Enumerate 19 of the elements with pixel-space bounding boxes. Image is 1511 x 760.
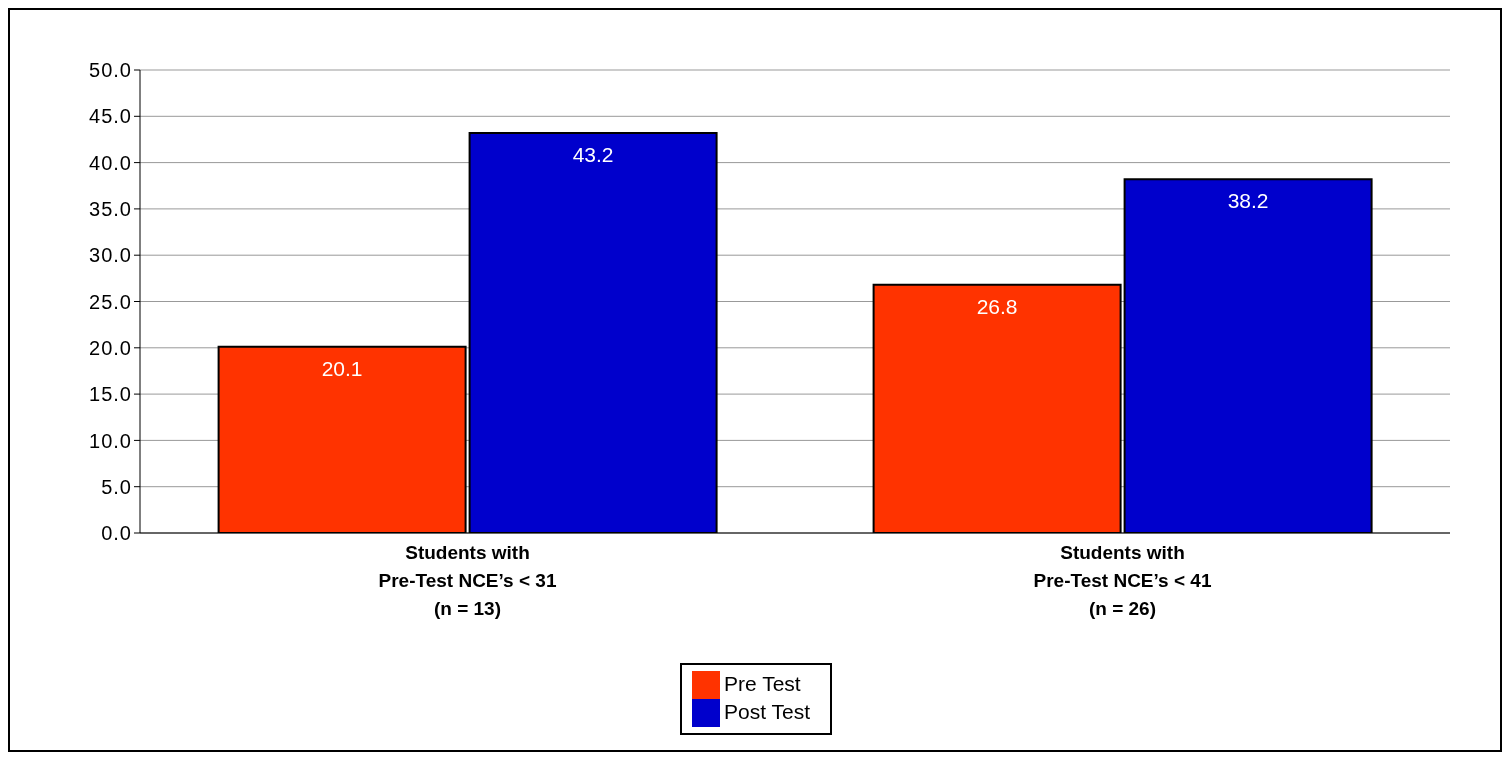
- data-label: 38.2: [1227, 189, 1269, 213]
- legend-label: Pre Test: [724, 671, 801, 695]
- data-label: 43.2: [572, 142, 614, 166]
- y-tick-label: 35.0: [89, 198, 132, 220]
- legend-label: Post Test: [724, 699, 810, 723]
- y-tick-label: 45.0: [89, 105, 132, 128]
- y-tick-label: 30.0: [89, 244, 132, 267]
- x-tick-label: Students with Pre-Test NCE’s < 31 (n = 13): [378, 542, 557, 619]
- x-tick-label: Students with Pre-Test NCE’s < 41 (n = 26): [1033, 542, 1212, 619]
- y-tick-label: 15.0: [89, 383, 132, 406]
- y-tick-label: 0.0: [101, 522, 132, 545]
- data-label: 20.1: [321, 356, 363, 380]
- y-tick-label: 40.0: [89, 151, 132, 174]
- data-label: 26.8: [976, 294, 1018, 318]
- y-tick-label: 10.0: [89, 429, 132, 452]
- y-tick-label: 50.0: [89, 59, 132, 82]
- y-tick-label: 20.0: [89, 336, 132, 359]
- y-tick-label: 25.0: [89, 290, 132, 313]
- y-tick-label: 5.0: [101, 475, 132, 498]
